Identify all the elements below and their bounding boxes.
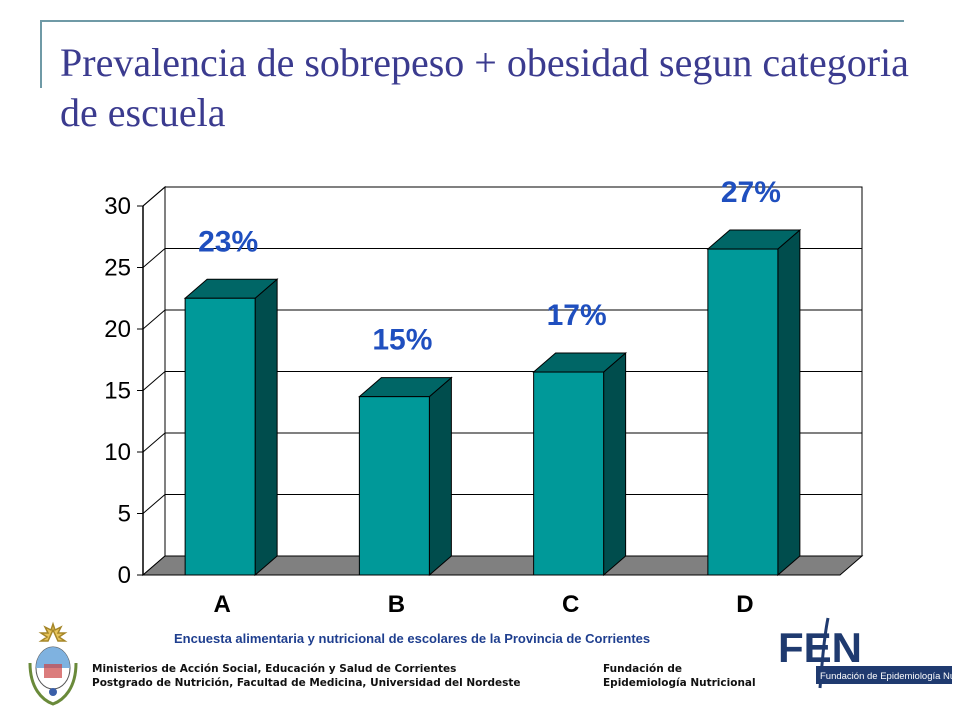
gridline-depth <box>142 248 166 268</box>
y-tick-label: 15 <box>104 378 131 405</box>
fen-logo-subtext: Fundación de Epidemiología Nutricional <box>820 671 956 682</box>
survey-caption: Encuesta alimentaria y nutricional de es… <box>174 631 651 646</box>
gridline-depth <box>142 186 166 207</box>
frame-top-line <box>40 20 904 22</box>
fen-logo-letters: FEN <box>778 624 862 671</box>
data-label: 17% <box>547 299 607 332</box>
y-tick-label: 30 <box>104 193 131 220</box>
bar-a <box>184 297 256 576</box>
y-tick-label: 5 <box>118 501 131 528</box>
coat-of-arms-icon <box>28 621 78 706</box>
y-tick-label: 10 <box>104 439 131 466</box>
x-tick-label: B <box>388 591 405 618</box>
bar-side <box>603 351 627 577</box>
bar-side <box>777 228 801 577</box>
data-label: 15% <box>372 324 432 357</box>
fen-logo: FEN Fundación de Epidemiología Nutricion… <box>778 617 956 689</box>
bar-side <box>428 376 452 577</box>
foundation-line-1: Fundación de <box>603 663 683 675</box>
x-tick-label: C <box>562 591 579 618</box>
foundation-line-2: Epidemiología Nutricional <box>603 677 756 689</box>
data-label: 23% <box>198 225 258 258</box>
gridline-depth <box>142 371 166 391</box>
x-tick-label: A <box>213 591 230 618</box>
x-tick-label: D <box>736 591 753 618</box>
data-label: 27% <box>721 176 781 209</box>
bar-side <box>254 278 278 577</box>
plot-floor <box>141 555 864 576</box>
bar-c <box>533 371 605 576</box>
bar-b <box>358 396 430 576</box>
institutions-line-1: Ministerios de Acción Social, Educación … <box>92 663 457 675</box>
y-tick-label: 20 <box>104 316 131 343</box>
institutions-text: Ministerios de Acción Social, Educación … <box>92 662 521 690</box>
gridline-depth <box>142 432 166 453</box>
gridline-depth <box>142 494 166 514</box>
y-tick-label: 0 <box>118 562 131 589</box>
bar-d <box>707 248 779 576</box>
slide-title: Prevalencia de sobrepeso + obesidad segu… <box>60 40 909 135</box>
foundation-text: Fundación de Epidemiología Nutricional <box>603 662 756 690</box>
institutions-line-2: Postgrado de Nutrición, Facultad de Medi… <box>92 677 521 689</box>
frame-left-line <box>40 20 42 88</box>
gridline-depth <box>142 309 166 330</box>
y-tick-label: 25 <box>104 255 131 282</box>
